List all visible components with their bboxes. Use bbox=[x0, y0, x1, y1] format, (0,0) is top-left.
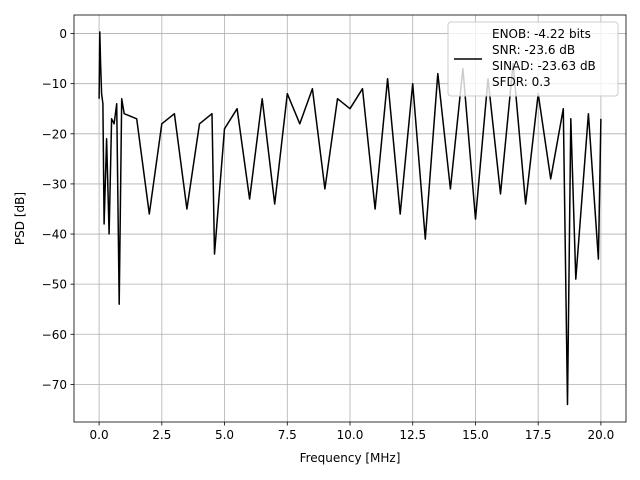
legend-text: ENOB: -4.22 bits SNR: -23.6 dB SINAD: -23.… bbox=[492, 27, 596, 89]
legend-box bbox=[447, 21, 619, 97]
x-tick-label: 17.5 bbox=[525, 428, 552, 442]
legend-line: SNR: -23.6 dB bbox=[492, 43, 575, 57]
y-tick-label: −10 bbox=[42, 77, 67, 91]
legend: ENOB: -4.22 bits SNR: -23.6 dB SINAD: -23.… bbox=[447, 21, 619, 97]
legend-line: SFDR: 0.3 bbox=[492, 75, 551, 89]
x-tick-label: 5.0 bbox=[215, 428, 234, 442]
y-tick-label: 0 bbox=[59, 27, 67, 41]
legend-line: SINAD: -23.63 dB bbox=[492, 59, 596, 73]
x-tick-label: 0.0 bbox=[90, 428, 109, 442]
y-tick-label: −60 bbox=[42, 328, 67, 342]
x-axis-label: Frequency [MHz] bbox=[300, 451, 401, 465]
x-axis-ticks: 0.0 2.5 5.0 7.5 10.0 12.5 15.0 17.5 20.0 bbox=[90, 422, 615, 442]
grid-lines bbox=[74, 15, 626, 422]
x-tick-label: 12.5 bbox=[399, 428, 426, 442]
x-tick-label: 15.0 bbox=[462, 428, 489, 442]
y-tick-label: −40 bbox=[42, 228, 67, 242]
x-tick-label: 20.0 bbox=[588, 428, 615, 442]
x-tick-label: 7.5 bbox=[278, 428, 297, 442]
y-axis-label: PSD [dB] bbox=[13, 192, 27, 245]
psd-series-line bbox=[98, 31, 602, 406]
y-tick-label: −70 bbox=[42, 378, 67, 392]
y-axis-ticks: 0 −10 −20 −30 −40 −50 −60 −70 bbox=[42, 27, 74, 392]
series-layer bbox=[98, 31, 602, 406]
x-tick-label: 2.5 bbox=[152, 428, 171, 442]
legend-line: ENOB: -4.22 bits bbox=[492, 27, 591, 41]
y-tick-label: −50 bbox=[42, 278, 67, 292]
y-tick-label: −20 bbox=[42, 127, 67, 141]
x-tick-label: 10.0 bbox=[337, 428, 364, 442]
y-tick-label: −30 bbox=[42, 177, 67, 191]
